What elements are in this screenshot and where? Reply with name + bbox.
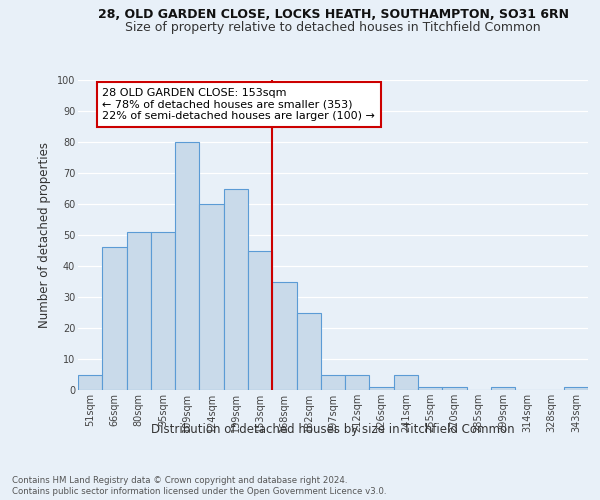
Bar xyxy=(370,387,394,390)
Bar xyxy=(272,282,296,390)
Bar xyxy=(564,387,588,390)
Text: 28 OLD GARDEN CLOSE: 153sqm
← 78% of detached houses are smaller (353)
22% of se: 28 OLD GARDEN CLOSE: 153sqm ← 78% of det… xyxy=(102,88,375,121)
Bar xyxy=(127,232,151,390)
Y-axis label: Number of detached properties: Number of detached properties xyxy=(38,142,51,328)
Bar xyxy=(199,204,224,390)
Text: Size of property relative to detached houses in Titchfield Common: Size of property relative to detached ho… xyxy=(125,21,541,34)
Text: Contains public sector information licensed under the Open Government Licence v3: Contains public sector information licen… xyxy=(12,488,386,496)
Text: 28, OLD GARDEN CLOSE, LOCKS HEATH, SOUTHAMPTON, SO31 6RN: 28, OLD GARDEN CLOSE, LOCKS HEATH, SOUTH… xyxy=(98,8,569,20)
Text: Distribution of detached houses by size in Titchfield Common: Distribution of detached houses by size … xyxy=(151,422,515,436)
Bar xyxy=(394,374,418,390)
Bar xyxy=(418,387,442,390)
Bar xyxy=(78,374,102,390)
Bar xyxy=(224,188,248,390)
Bar xyxy=(296,312,321,390)
Bar xyxy=(442,387,467,390)
Bar xyxy=(248,250,272,390)
Bar xyxy=(151,232,175,390)
Bar xyxy=(491,387,515,390)
Text: Contains HM Land Registry data © Crown copyright and database right 2024.: Contains HM Land Registry data © Crown c… xyxy=(12,476,347,485)
Bar xyxy=(102,248,127,390)
Bar xyxy=(321,374,345,390)
Bar xyxy=(345,374,370,390)
Bar xyxy=(175,142,199,390)
